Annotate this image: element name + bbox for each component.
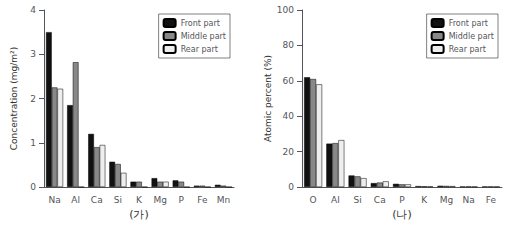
svg-text:0: 0 (30, 182, 36, 192)
svg-text:Middle part: Middle part (181, 32, 226, 41)
svg-text:Fe: Fe (197, 195, 208, 205)
svg-text:Atomic percent (%): Atomic percent (%) (263, 55, 273, 142)
svg-text:P: P (179, 195, 185, 205)
svg-text:(나): (나) (392, 208, 412, 221)
svg-text:0: 0 (288, 182, 294, 192)
svg-text:Na: Na (48, 195, 60, 205)
svg-text:80: 80 (283, 40, 295, 50)
svg-text:O: O (310, 195, 317, 205)
svg-text:Mg: Mg (153, 195, 166, 205)
svg-text:Mg: Mg (440, 195, 453, 205)
svg-text:K: K (136, 195, 143, 205)
svg-text:Al: Al (71, 195, 80, 205)
svg-text:Front part: Front part (449, 19, 488, 28)
svg-text:Front part: Front part (181, 19, 220, 28)
svg-text:Ca: Ca (374, 195, 386, 205)
svg-text:(가): (가) (129, 208, 149, 221)
svg-text:Ca: Ca (91, 195, 103, 205)
svg-text:4: 4 (30, 5, 36, 15)
svg-text:P: P (399, 195, 405, 205)
svg-text:20: 20 (283, 147, 295, 157)
svg-text:Middle part: Middle part (449, 32, 494, 41)
svg-text:Si: Si (114, 195, 122, 205)
svg-text:K: K (421, 195, 428, 205)
svg-text:Fe: Fe (486, 195, 497, 205)
svg-text:Mn: Mn (217, 195, 230, 205)
svg-text:Concentration (mg/m²): Concentration (mg/m²) (9, 47, 19, 150)
svg-text:3: 3 (30, 49, 36, 59)
svg-text:Al: Al (331, 195, 340, 205)
svg-text:Rear part: Rear part (181, 45, 218, 54)
svg-text:2: 2 (30, 94, 36, 104)
svg-text:Rear part: Rear part (449, 45, 486, 54)
svg-text:1: 1 (30, 138, 36, 148)
svg-text:Si: Si (353, 195, 361, 205)
svg-text:Na: Na (463, 195, 475, 205)
svg-text:60: 60 (283, 76, 295, 86)
svg-text:100: 100 (277, 5, 294, 15)
svg-text:40: 40 (283, 111, 295, 121)
